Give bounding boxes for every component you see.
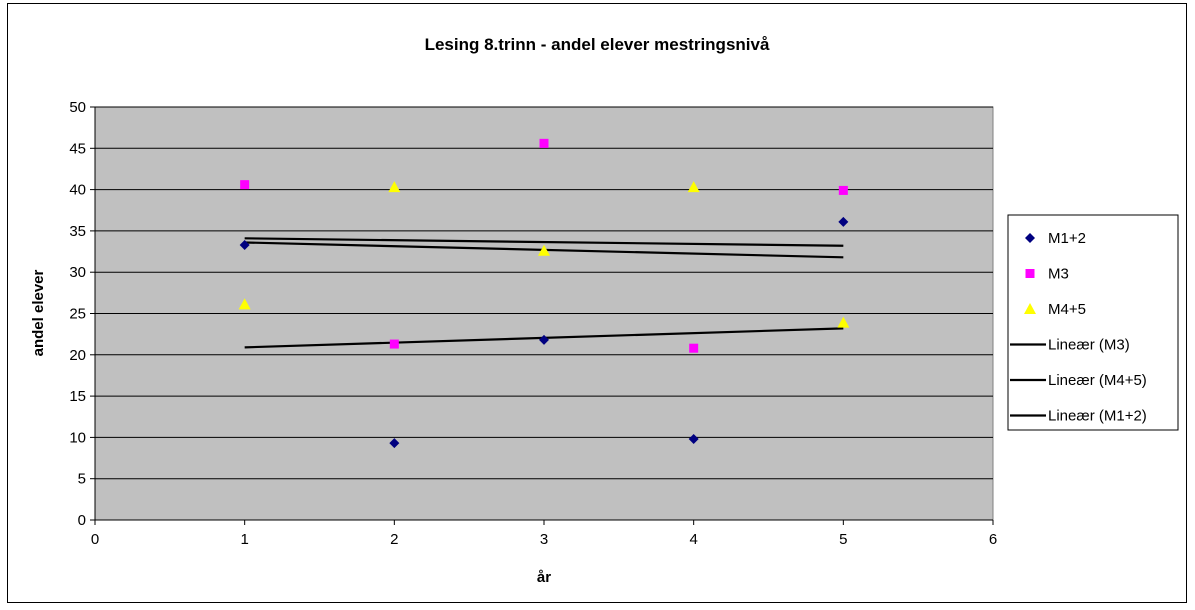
y-tick-label: 40: [69, 182, 86, 199]
x-tick-label: 2: [390, 531, 398, 548]
data-point: [388, 181, 401, 193]
y-tick-label: 30: [69, 264, 86, 281]
data-point: [240, 180, 250, 190]
x-tick-label: 3: [540, 531, 548, 548]
legend-box: [1007, 214, 1179, 431]
legend-marker: [1024, 303, 1036, 314]
data-point: [689, 343, 699, 353]
data-points: [238, 138, 850, 449]
legend-marker: [1025, 233, 1035, 243]
x-axis-label: år: [537, 569, 551, 586]
data-point: [688, 434, 699, 445]
y-tick-label: 20: [69, 347, 86, 364]
x-tick-label: 6: [989, 531, 997, 548]
trendline: [244, 237, 844, 247]
data-point: [389, 438, 400, 449]
legend-entry-label: M3: [1048, 266, 1069, 283]
data-point: [539, 334, 549, 345]
legend-marker: [1025, 269, 1035, 278]
legend-entry-label: M1+2: [1048, 230, 1086, 247]
data-point: [538, 244, 550, 256]
legend-entry-label: Lineær (M1+2): [1048, 408, 1147, 425]
y-tick-label: 35: [69, 223, 86, 240]
y-tick-label: 50: [69, 99, 86, 116]
legend-entry-label: Lineær (M4+5): [1048, 372, 1147, 389]
data-point: [837, 316, 850, 328]
data-point: [238, 298, 251, 310]
chart-title: Lesing 8.trinn - andel elever mestringsn…: [425, 35, 770, 54]
data-point: [838, 216, 849, 227]
y-tick-label: 0: [78, 512, 86, 529]
data-point: [239, 239, 250, 250]
y-tick-label: 25: [69, 306, 86, 323]
data-point: [539, 138, 549, 148]
y-tick-label: 5: [78, 471, 86, 488]
y-tick-label: 45: [69, 140, 86, 157]
data-point: [838, 185, 848, 195]
data-point: [687, 181, 700, 193]
x-tick-label: 5: [839, 531, 847, 548]
legend-entry-label: M4+5: [1048, 301, 1086, 318]
y-axis-label: andel elever: [30, 269, 47, 356]
x-tick-label: 1: [240, 531, 248, 548]
x-tick-label: 4: [689, 531, 697, 548]
legend: M1+2 M3 M4+5 Lineær (M3) Lineær (M4+5) Lineær…: [1007, 214, 1179, 431]
data-point: [389, 339, 399, 349]
y-tick-label: 15: [69, 388, 86, 405]
legend-entry-label: Lineær (M3): [1048, 337, 1130, 354]
x-tick-label: 0: [91, 531, 99, 548]
y-tick-label: 10: [69, 429, 86, 446]
